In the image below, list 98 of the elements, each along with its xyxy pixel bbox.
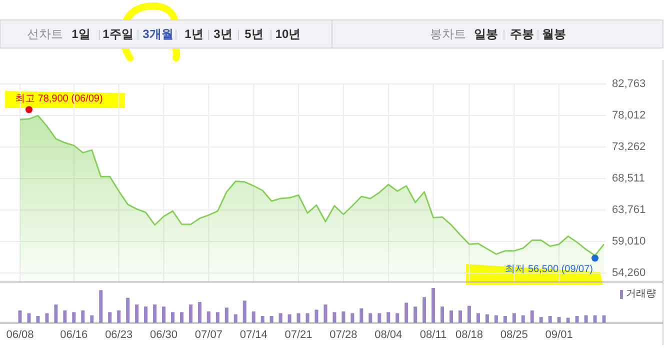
bar	[548, 316, 552, 323]
bar	[54, 304, 58, 323]
y-tick-label: 68,511	[612, 172, 645, 184]
bar	[252, 311, 256, 323]
bar	[360, 308, 364, 323]
bar	[432, 288, 436, 323]
bar	[63, 310, 67, 323]
bar	[216, 312, 220, 323]
x-tick-label: 08/25	[500, 329, 528, 341]
bar	[27, 313, 31, 323]
bar	[521, 315, 525, 323]
bar	[90, 315, 94, 323]
y-tick-label: 63,761	[612, 204, 646, 216]
bar	[81, 310, 85, 323]
bar	[350, 313, 354, 323]
bar	[404, 302, 408, 323]
bar	[135, 304, 139, 323]
bar	[99, 290, 103, 323]
bar	[332, 312, 336, 323]
x-tick-label: 08/11	[420, 329, 447, 341]
bar	[206, 311, 210, 323]
x-tick-label: 08/18	[455, 329, 483, 341]
bar	[494, 315, 498, 323]
bar	[117, 310, 121, 323]
bar	[18, 310, 22, 323]
x-tick-label: 06/30	[150, 329, 178, 341]
y-tick-label: 82,763	[612, 78, 646, 90]
text: 1일	[72, 27, 90, 42]
bar	[593, 315, 597, 323]
bar	[242, 300, 246, 323]
text: 월봉	[542, 27, 566, 42]
bar	[162, 306, 166, 323]
x-tick-label: 09/01	[545, 329, 573, 341]
bar	[602, 315, 606, 323]
bar	[278, 313, 282, 323]
bar	[144, 306, 148, 323]
bar	[422, 297, 426, 323]
bar	[414, 306, 418, 323]
x-tick-label: 06/16	[60, 329, 88, 341]
bar	[378, 313, 382, 323]
text: 주봉	[510, 27, 534, 42]
bar	[575, 316, 579, 323]
text: 1년	[184, 27, 204, 42]
bar	[342, 311, 346, 323]
bar	[314, 310, 318, 323]
bar	[557, 317, 561, 323]
bar	[530, 310, 534, 323]
bar	[476, 313, 480, 323]
x-tick-label: 07/28	[330, 329, 358, 341]
bar	[180, 312, 184, 323]
x-tick-label: 07/14	[240, 329, 268, 341]
bar	[234, 314, 238, 323]
bar	[288, 314, 292, 323]
y-tick-label: 54,260	[612, 266, 646, 279]
x-tick-label: 07/21	[284, 329, 312, 341]
bar	[458, 310, 462, 323]
bar	[306, 313, 310, 323]
legend-label: 거래량	[626, 288, 656, 300]
text: 3년	[214, 27, 232, 42]
bar	[224, 308, 228, 323]
bar	[270, 316, 274, 323]
bar	[324, 304, 328, 323]
bar	[260, 316, 264, 323]
bar	[45, 313, 49, 323]
bar	[36, 316, 40, 323]
bar	[198, 302, 202, 323]
text: 봉차트	[430, 27, 466, 42]
bar	[170, 312, 174, 323]
text: 일봉	[474, 27, 498, 42]
bar	[440, 306, 444, 323]
bar	[368, 313, 372, 323]
bar	[188, 304, 192, 323]
x-tick-label: 06/08	[6, 329, 34, 341]
text: 1주일	[102, 27, 134, 42]
bar	[512, 313, 516, 323]
text: 3개월	[142, 27, 174, 42]
bar	[467, 306, 471, 323]
bar	[108, 312, 112, 323]
bar	[296, 313, 300, 323]
bar	[396, 313, 400, 323]
text: 10년	[275, 27, 301, 42]
bar	[450, 310, 454, 323]
x-tick-label: 08/04	[374, 329, 402, 341]
bar	[72, 312, 76, 323]
bar	[386, 312, 390, 323]
y-tick-label: 73,262	[612, 140, 646, 153]
y-tick-label: 59,010	[612, 235, 646, 248]
x-tick-label: 06/23	[105, 329, 133, 341]
text: 5년	[244, 27, 264, 42]
bar	[503, 316, 507, 323]
bar	[485, 314, 489, 323]
text: 선차트	[27, 27, 63, 42]
bar	[126, 298, 130, 323]
x-tick-label: 07/07	[194, 329, 222, 341]
bar	[153, 304, 157, 323]
bar	[539, 317, 543, 323]
y-tick-label: 78,012	[612, 109, 646, 122]
bar	[584, 315, 588, 323]
